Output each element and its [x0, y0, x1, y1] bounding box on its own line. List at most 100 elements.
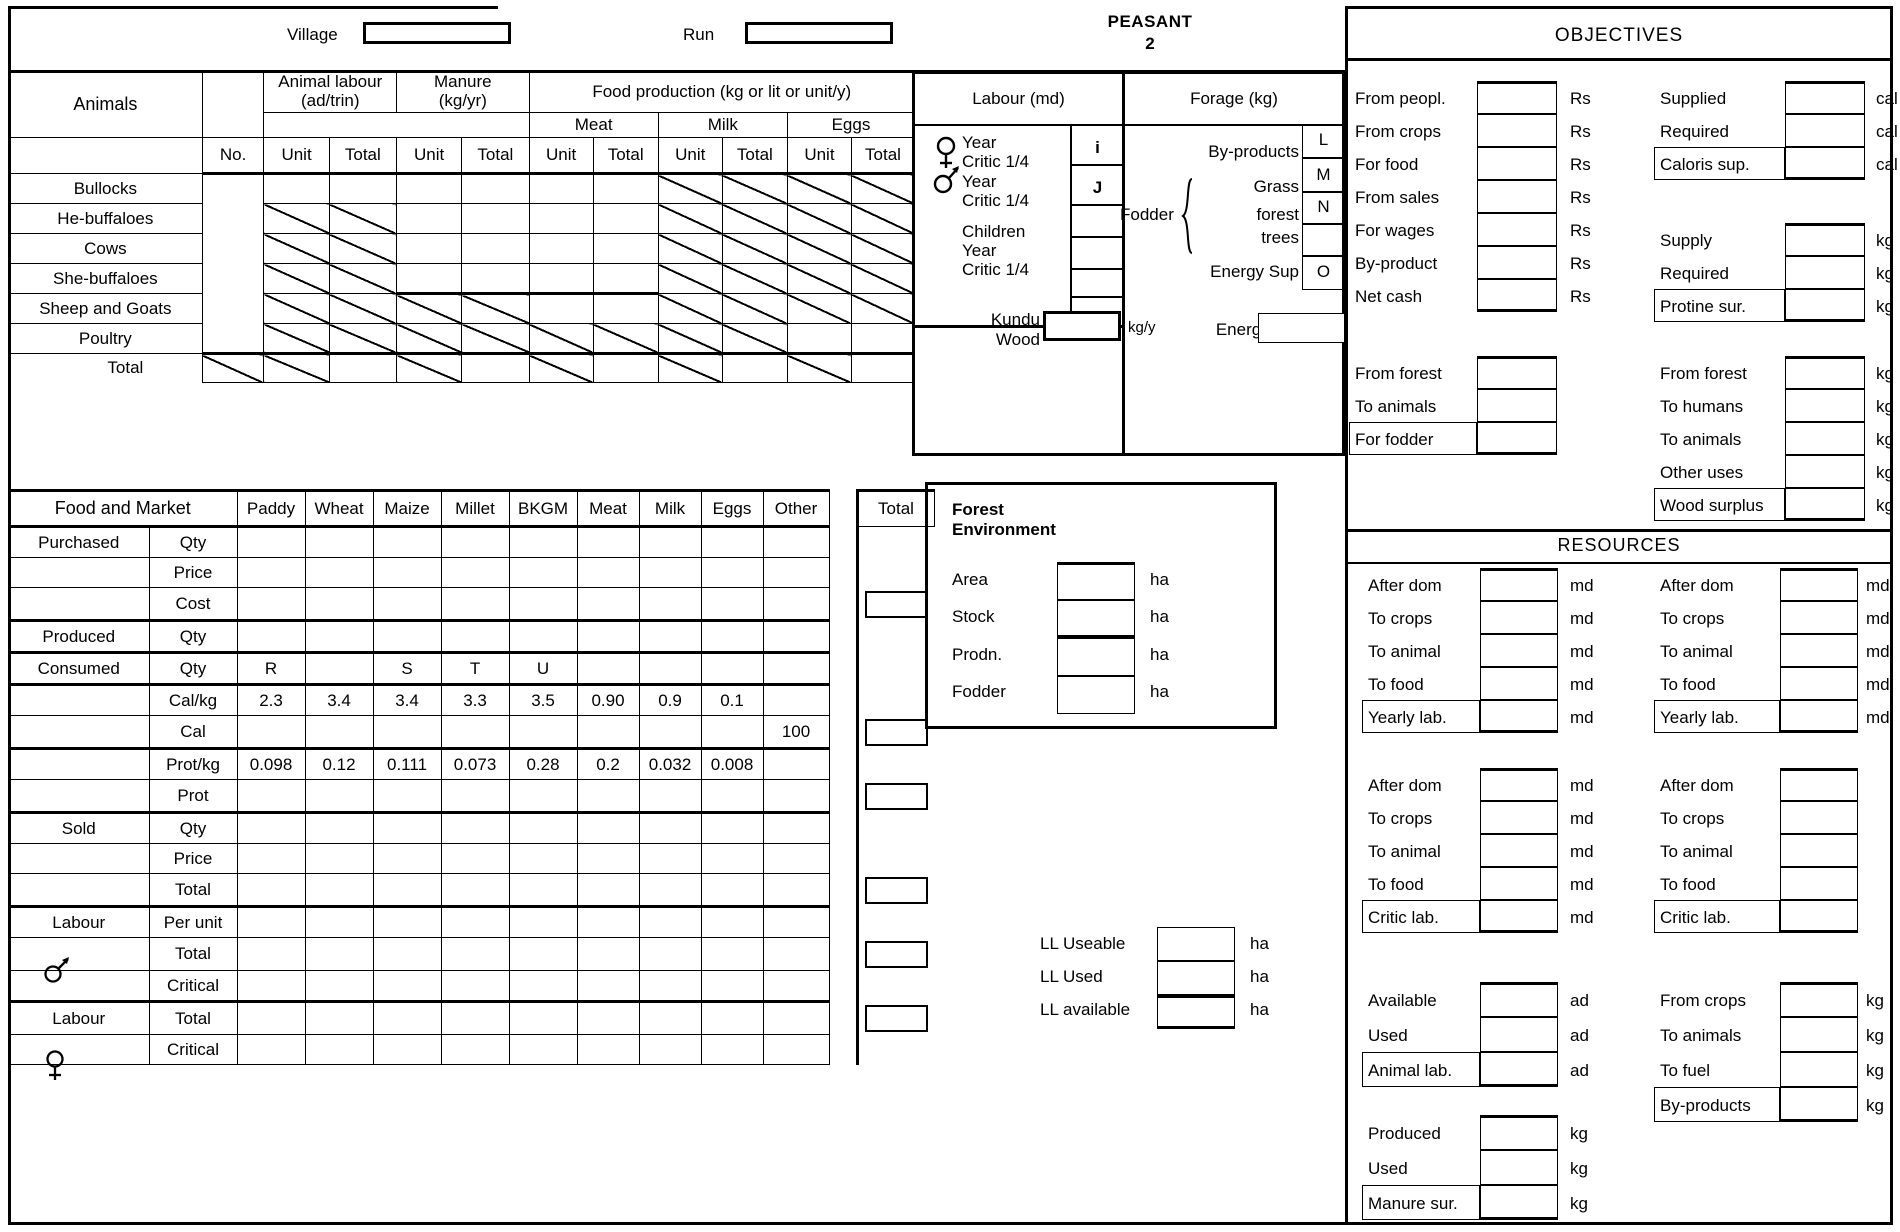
fm-input-cell[interactable]: [508, 587, 578, 621]
fm-input-cell[interactable]: [576, 779, 640, 813]
objectives-protein-input[interactable]: [1785, 223, 1865, 256]
ll-available-input[interactable]: [1157, 995, 1235, 1029]
resources-labour-a-left-input[interactable]: [1480, 700, 1558, 733]
fm-input-cell[interactable]: [762, 779, 830, 813]
fm-input-cell[interactable]: [508, 525, 578, 558]
objectives-protein-input[interactable]: [1785, 289, 1865, 322]
fm-input-cell[interactable]: [638, 1034, 702, 1065]
animal-cell[interactable]: [528, 233, 594, 264]
fm-input-cell[interactable]: [576, 651, 640, 685]
objectives-calorie-input[interactable]: [1785, 114, 1865, 147]
resources-labour-a-right-input[interactable]: [1780, 601, 1858, 634]
animal-cell[interactable]: [396, 263, 463, 294]
fm-input-cell[interactable]: [576, 970, 640, 1002]
fm-input-cell[interactable]: [304, 843, 374, 874]
objectives-fodder-input[interactable]: [1477, 422, 1557, 455]
resources-manure-input[interactable]: [1480, 1115, 1558, 1150]
fm-input-cell[interactable]: [638, 619, 702, 653]
fm-input-cell[interactable]: [236, 557, 306, 588]
fm-input-cell[interactable]: [236, 1034, 306, 1065]
forest-area-input[interactable]: [1057, 562, 1135, 600]
fm-total-input[interactable]: [864, 718, 929, 746]
fm-input-cell[interactable]: [576, 1000, 640, 1035]
fm-input-cell[interactable]: [304, 715, 374, 749]
fm-input-cell[interactable]: [576, 525, 640, 558]
fm-input-cell[interactable]: [762, 747, 830, 780]
fm-input-cell[interactable]: [372, 873, 442, 907]
resources-labour-a-left-input[interactable]: [1480, 634, 1558, 667]
fm-input-cell[interactable]: [508, 843, 578, 874]
resources-labour-b-left-input[interactable]: [1480, 867, 1558, 900]
resources-animal-input[interactable]: [1480, 982, 1558, 1017]
fm-input-cell[interactable]: [304, 557, 374, 588]
fm-input-cell[interactable]: [638, 811, 702, 844]
fm-input-cell[interactable]: [236, 779, 306, 813]
fm-input-cell[interactable]: [304, 970, 374, 1002]
fm-input-cell[interactable]: [638, 525, 702, 558]
fm-input-cell[interactable]: [236, 525, 306, 558]
energy-req-input[interactable]: [1258, 313, 1345, 343]
resources-labour-a-left-input[interactable]: [1480, 601, 1558, 634]
animal-no-cell[interactable]: [201, 172, 265, 354]
animal-cell[interactable]: [592, 263, 659, 294]
fm-input-cell[interactable]: [638, 937, 702, 971]
fm-input-cell[interactable]: [638, 843, 702, 874]
fm-input-cell[interactable]: [304, 1000, 374, 1035]
animal-total-cell[interactable]: [461, 352, 530, 383]
animal-cell[interactable]: [592, 233, 659, 264]
fm-input-cell[interactable]: [576, 843, 640, 874]
resources-labour-b-right-input[interactable]: [1780, 768, 1858, 801]
animal-cell[interactable]: [850, 323, 916, 354]
fm-input-cell[interactable]: [304, 905, 374, 938]
fm-input-cell[interactable]: [440, 619, 510, 653]
resources-labour-a-right-input[interactable]: [1780, 568, 1858, 601]
animal-cell[interactable]: [786, 323, 852, 354]
fm-input-cell[interactable]: [576, 905, 640, 938]
forest-prodn-input[interactable]: [1057, 638, 1135, 676]
objectives-cash-input[interactable]: [1477, 114, 1557, 147]
fm-input-cell[interactable]: [638, 651, 702, 685]
fm-input-cell[interactable]: [508, 715, 578, 749]
fm-input-cell[interactable]: [700, 873, 764, 907]
fm-input-cell[interactable]: [372, 619, 442, 653]
fm-input-cell[interactable]: [700, 843, 764, 874]
objectives-cash-input[interactable]: [1477, 279, 1557, 312]
fm-input-cell[interactable]: [236, 811, 306, 844]
fm-input-cell[interactable]: [304, 619, 374, 653]
fm-input-cell[interactable]: [638, 557, 702, 588]
fm-input-cell[interactable]: [440, 970, 510, 1002]
fm-input-cell[interactable]: [508, 1000, 578, 1035]
animal-cell[interactable]: [528, 172, 594, 204]
fm-input-cell[interactable]: [236, 970, 306, 1002]
fm-total-input[interactable]: [864, 782, 929, 810]
forage-code-cell[interactable]: [1302, 124, 1345, 158]
fm-input-cell[interactable]: [440, 811, 510, 844]
forage-code-cell[interactable]: [1302, 192, 1345, 224]
fm-total-input[interactable]: [864, 1004, 929, 1032]
fm-input-cell[interactable]: [762, 525, 830, 558]
fm-input-cell[interactable]: [372, 525, 442, 558]
resources-labour-b-right-input[interactable]: [1780, 834, 1858, 867]
forage-code-cell[interactable]: [1302, 256, 1345, 290]
fm-input-cell[interactable]: [762, 811, 830, 844]
resources-animal-input[interactable]: [1480, 1017, 1558, 1052]
animal-cell[interactable]: [461, 172, 530, 204]
fm-input-cell[interactable]: [304, 587, 374, 621]
fm-input-cell[interactable]: [372, 1000, 442, 1035]
resources-labour-a-right-input[interactable]: [1780, 700, 1858, 733]
resources-labour-b-left-input[interactable]: [1480, 900, 1558, 933]
objectives-wood-input[interactable]: [1785, 422, 1865, 455]
animal-cell[interactable]: [528, 292, 594, 324]
resources-byproduct-input[interactable]: [1780, 1052, 1858, 1087]
objectives-cash-input[interactable]: [1477, 147, 1557, 180]
animal-total-cell[interactable]: [721, 352, 788, 383]
fm-input-cell[interactable]: [372, 970, 442, 1002]
fm-input-cell[interactable]: [700, 970, 764, 1002]
fm-input-cell[interactable]: [372, 905, 442, 938]
fm-input-cell[interactable]: [638, 970, 702, 1002]
fm-input-cell[interactable]: [440, 1034, 510, 1065]
fm-input-cell[interactable]: [700, 811, 764, 844]
forage-code-cell[interactable]: [1302, 224, 1345, 256]
resources-labour-b-left-input[interactable]: [1480, 801, 1558, 834]
resources-labour-a-right-input[interactable]: [1780, 634, 1858, 667]
